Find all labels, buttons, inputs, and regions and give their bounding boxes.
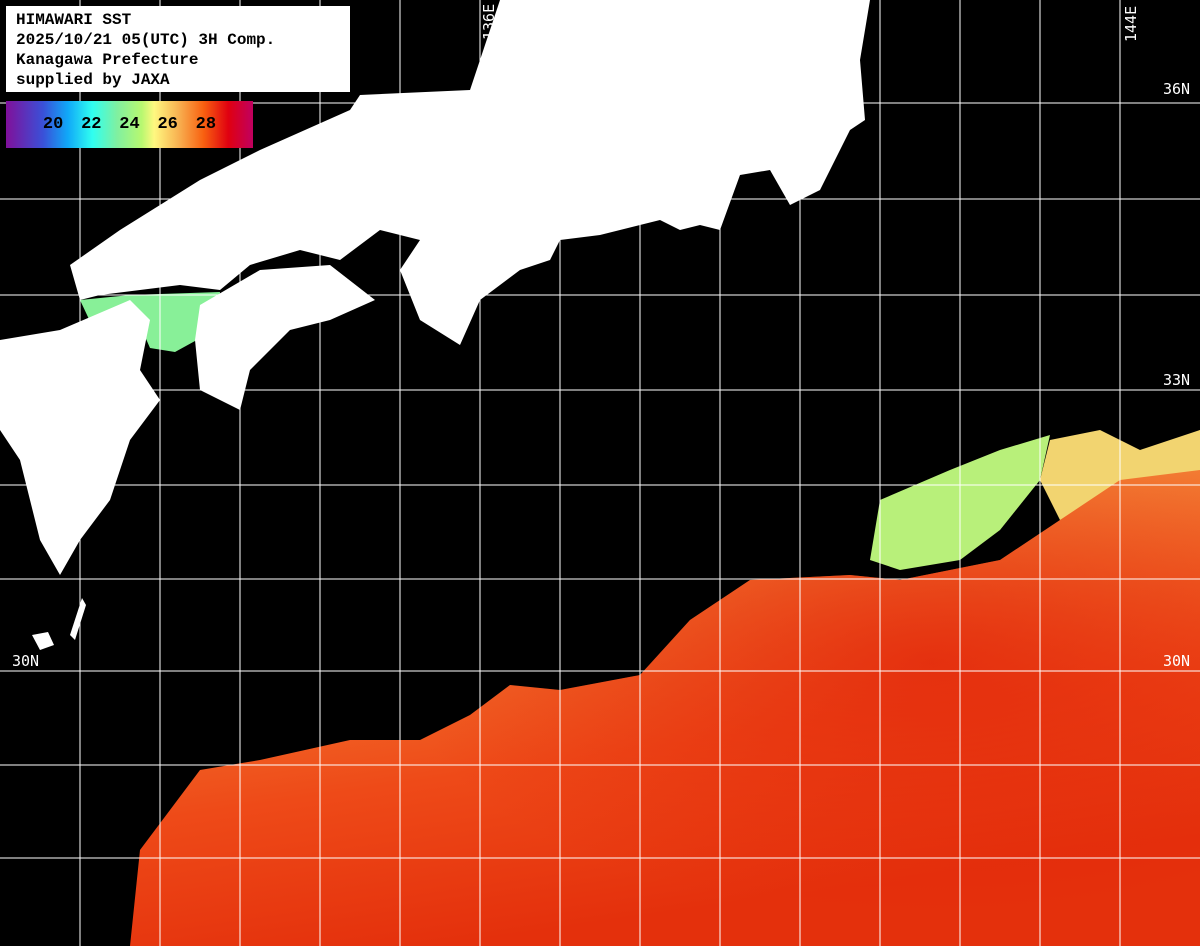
scale-tick: 28 — [195, 115, 217, 134]
credit-line: supplied by JAXA — [16, 71, 170, 89]
region-line: Kanagawa Prefecture — [16, 51, 199, 69]
lat-label-33n: 33N — [1163, 371, 1191, 389]
hot-sst-core — [130, 430, 1200, 946]
land-yakushima — [32, 632, 54, 650]
lat-label-30n-left: 30N — [12, 652, 40, 670]
scale-tick: 26 — [157, 115, 178, 134]
scale-tick: 20 — [42, 115, 64, 134]
scale-tick: 22 — [81, 115, 102, 134]
lat-label-36n: 36N — [1163, 80, 1191, 98]
title-line: HIMAWARI SST — [16, 11, 132, 29]
lon-label-136e: 136E — [480, 3, 498, 40]
land-tanegashima — [70, 598, 86, 640]
lat-label-33n-left: 33N — [10, 371, 38, 389]
date-line: 2025/10/21 05(UTC) 3H Comp. — [16, 31, 276, 49]
color-scale-legend: 20 22 24 26 28 — [6, 101, 253, 148]
scale-tick: 24 — [119, 115, 140, 134]
land-honshu — [70, 0, 870, 345]
lat-label-30n: 30N — [1163, 652, 1191, 670]
title-box: HIMAWARI SST 2025/10/21 05(UTC) 3H Comp.… — [6, 6, 350, 92]
lon-label-144e: 144E — [1122, 5, 1140, 42]
